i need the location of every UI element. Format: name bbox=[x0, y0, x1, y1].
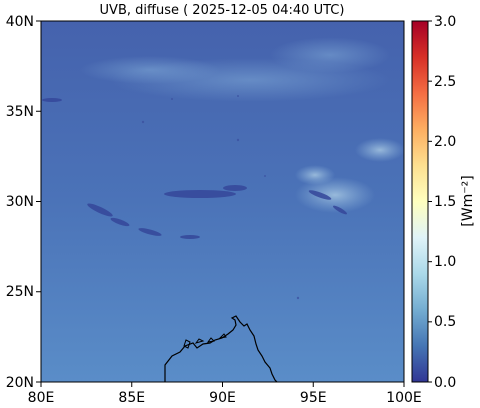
colorbar-tick-label: 1.0 bbox=[434, 254, 456, 270]
y-tick-label: 30N bbox=[6, 194, 34, 210]
y-tick-label: 25N bbox=[6, 284, 34, 300]
map-field bbox=[40, 20, 405, 383]
colorbar-gradient bbox=[411, 20, 429, 383]
y-tick-label: 35N bbox=[6, 104, 34, 120]
coastline bbox=[164, 315, 278, 383]
colorbar-tick-label: 3.0 bbox=[434, 14, 456, 30]
map-title: UVB, diffuse ( 2025-12-05 04:40 UTC) bbox=[100, 3, 345, 18]
coastline-islands bbox=[183, 333, 227, 349]
colorbar: 3.0 2.5 2.0 1.5 1.0 0.5 0.0 [Wm⁻²] bbox=[411, 14, 476, 391]
x-axis: 80E 85E 90E 95E 100E bbox=[28, 382, 422, 406]
x-tick-label: 85E bbox=[118, 390, 145, 406]
colorbar-tick-label: 1.5 bbox=[434, 194, 456, 210]
y-tick-label: 40N bbox=[6, 14, 34, 30]
colorbar-tick-label: 0.0 bbox=[434, 375, 456, 391]
x-tick-label: 80E bbox=[28, 390, 55, 406]
y-axis: 40N 35N 30N 25N 20N bbox=[6, 14, 41, 391]
x-tick-label: 95E bbox=[300, 390, 327, 406]
colorbar-tick-label: 2.0 bbox=[434, 134, 456, 150]
x-tick-label: 100E bbox=[386, 390, 422, 406]
colorbar-tick-label: 2.5 bbox=[434, 74, 456, 90]
y-tick-label: 20N bbox=[6, 375, 34, 391]
colorbar-tick-label: 0.5 bbox=[434, 314, 456, 330]
colorbar-label: [Wm⁻²] bbox=[460, 175, 476, 226]
x-tick-label: 90E bbox=[209, 390, 236, 406]
